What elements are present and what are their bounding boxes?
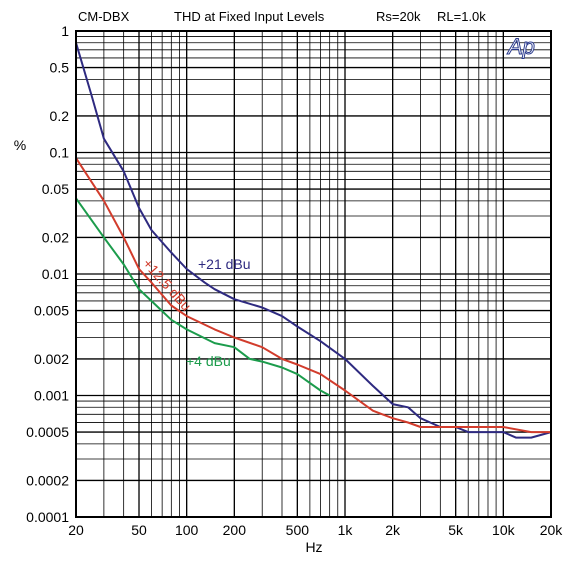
y-tick-label: 0.1 <box>50 145 70 161</box>
y-tick-label: 1 <box>61 23 69 39</box>
series-label-4dbu: +4 dBu <box>186 353 231 369</box>
plot-frame <box>75 30 552 518</box>
y-tick-label: 0.002 <box>34 351 69 367</box>
chart-model: CM-DBX <box>78 9 130 24</box>
chart-rl: RL=1.0k <box>437 9 486 24</box>
y-tick-label: 0.5 <box>50 60 70 76</box>
ap-logo: Ap <box>506 34 535 59</box>
x-tick-labels: 20 50 100 200 500 1k 2k 5k 10k 20k <box>68 522 563 538</box>
chart-rs: Rs=20k <box>376 9 421 24</box>
y-tick-label: 0.01 <box>42 266 69 282</box>
x-axis-label: Hz <box>305 539 322 555</box>
x-tick-label: 5k <box>448 522 464 538</box>
x-tick-label: 500 <box>286 522 310 538</box>
x-tick-label: 200 <box>223 522 247 538</box>
x-tick-label: 50 <box>131 522 147 538</box>
y-tick-label: 0.0001 <box>26 509 69 525</box>
series-layer <box>75 42 552 439</box>
series-line-2 <box>75 197 331 397</box>
y-tick-label: 0.005 <box>34 303 69 319</box>
y-axis-label: % <box>14 137 26 153</box>
x-tick-label: 10k <box>492 522 516 538</box>
x-tick-label: 20k <box>540 522 564 538</box>
x-tick-label: 100 <box>175 522 199 538</box>
chart-title: THD at Fixed Input Levels <box>174 9 325 24</box>
y-tick-label: 0.2 <box>50 108 70 124</box>
series-line-1 <box>75 157 551 434</box>
y-tick-label: 0.001 <box>34 388 69 404</box>
x-tick-label: 2k <box>385 522 401 538</box>
y-tick-label: 0.0005 <box>26 424 69 440</box>
series-line-0 <box>75 42 552 439</box>
y-tick-label: 0.0002 <box>26 472 69 488</box>
x-tick-label: 20 <box>68 522 84 538</box>
y-tick-label: 0.05 <box>42 181 69 197</box>
y-tick-label: 0.02 <box>42 229 69 245</box>
y-tick-labels: 1 0.5 0.2 0.1 0.05 0.02 0.01 0.005 0.002 0.001 0.0… <box>26 23 69 525</box>
x-tick-label: 1k <box>338 522 354 538</box>
series-label-21dbu: +21 dBu <box>198 256 251 272</box>
